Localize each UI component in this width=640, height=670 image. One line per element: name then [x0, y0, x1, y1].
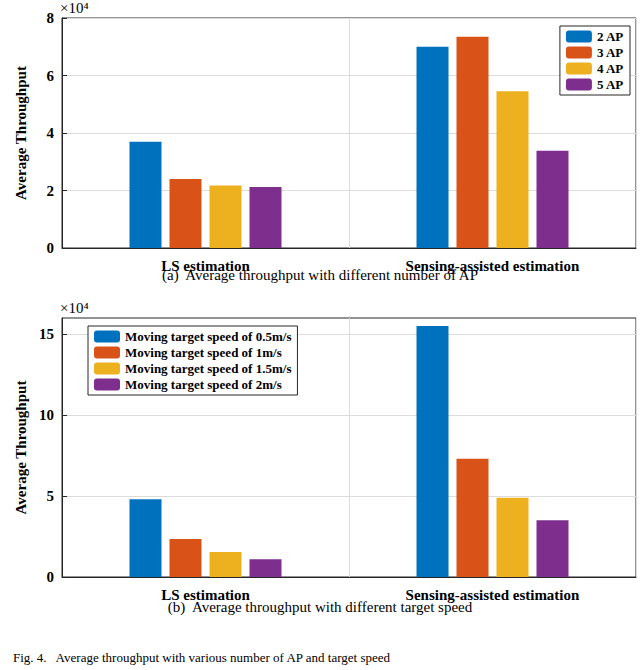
svg-text:×10⁴: ×10⁴ [60, 0, 89, 16]
svg-text:Moving target speed of 1.5m/s: Moving target speed of 1.5m/s [125, 361, 291, 376]
svg-text:Moving target speed of 1m/s: Moving target speed of 1m/s [125, 345, 282, 360]
svg-text:10: 10 [39, 407, 54, 423]
svg-text:(a) Average throughput with d: (a) Average throughput with different nu… [162, 267, 478, 284]
svg-text:4: 4 [47, 125, 55, 141]
svg-text:5: 5 [47, 488, 55, 504]
svg-text:Sensing-assisted estimation: Sensing-assisted estimation [405, 586, 580, 603]
svg-text:4 AP: 4 AP [597, 61, 623, 76]
svg-text:Moving target speed of 2m/s: Moving target speed of 2m/s [125, 377, 282, 392]
svg-text:LS estimation: LS estimation [161, 257, 250, 274]
svg-text:0: 0 [47, 569, 55, 585]
svg-text:3 AP: 3 AP [597, 45, 623, 60]
svg-text:Sensing-assisted estimation: Sensing-assisted estimation [405, 257, 580, 274]
svg-text:2 AP: 2 AP [597, 29, 623, 44]
svg-text:8: 8 [47, 10, 55, 26]
svg-text:6: 6 [47, 68, 55, 84]
svg-text:(b) Average throughput with d: (b) Average throughput with different ta… [168, 599, 473, 616]
svg-text:0: 0 [47, 240, 55, 256]
svg-text:Average Throughput: Average Throughput [13, 66, 29, 200]
svg-text:×10⁴: ×10⁴ [60, 300, 89, 316]
svg-text:Average Throughput: Average Throughput [13, 381, 29, 515]
svg-text:Moving target speed of 0.5m/s: Moving target speed of 0.5m/s [125, 329, 291, 344]
svg-text:2: 2 [47, 183, 55, 199]
svg-text:15: 15 [39, 326, 54, 342]
svg-text:Fig. 4. Average throughput w: Fig. 4. Average throughput with various … [13, 650, 391, 665]
svg-text:5 AP: 5 AP [597, 77, 623, 92]
svg-text:LS estimation: LS estimation [161, 586, 250, 603]
